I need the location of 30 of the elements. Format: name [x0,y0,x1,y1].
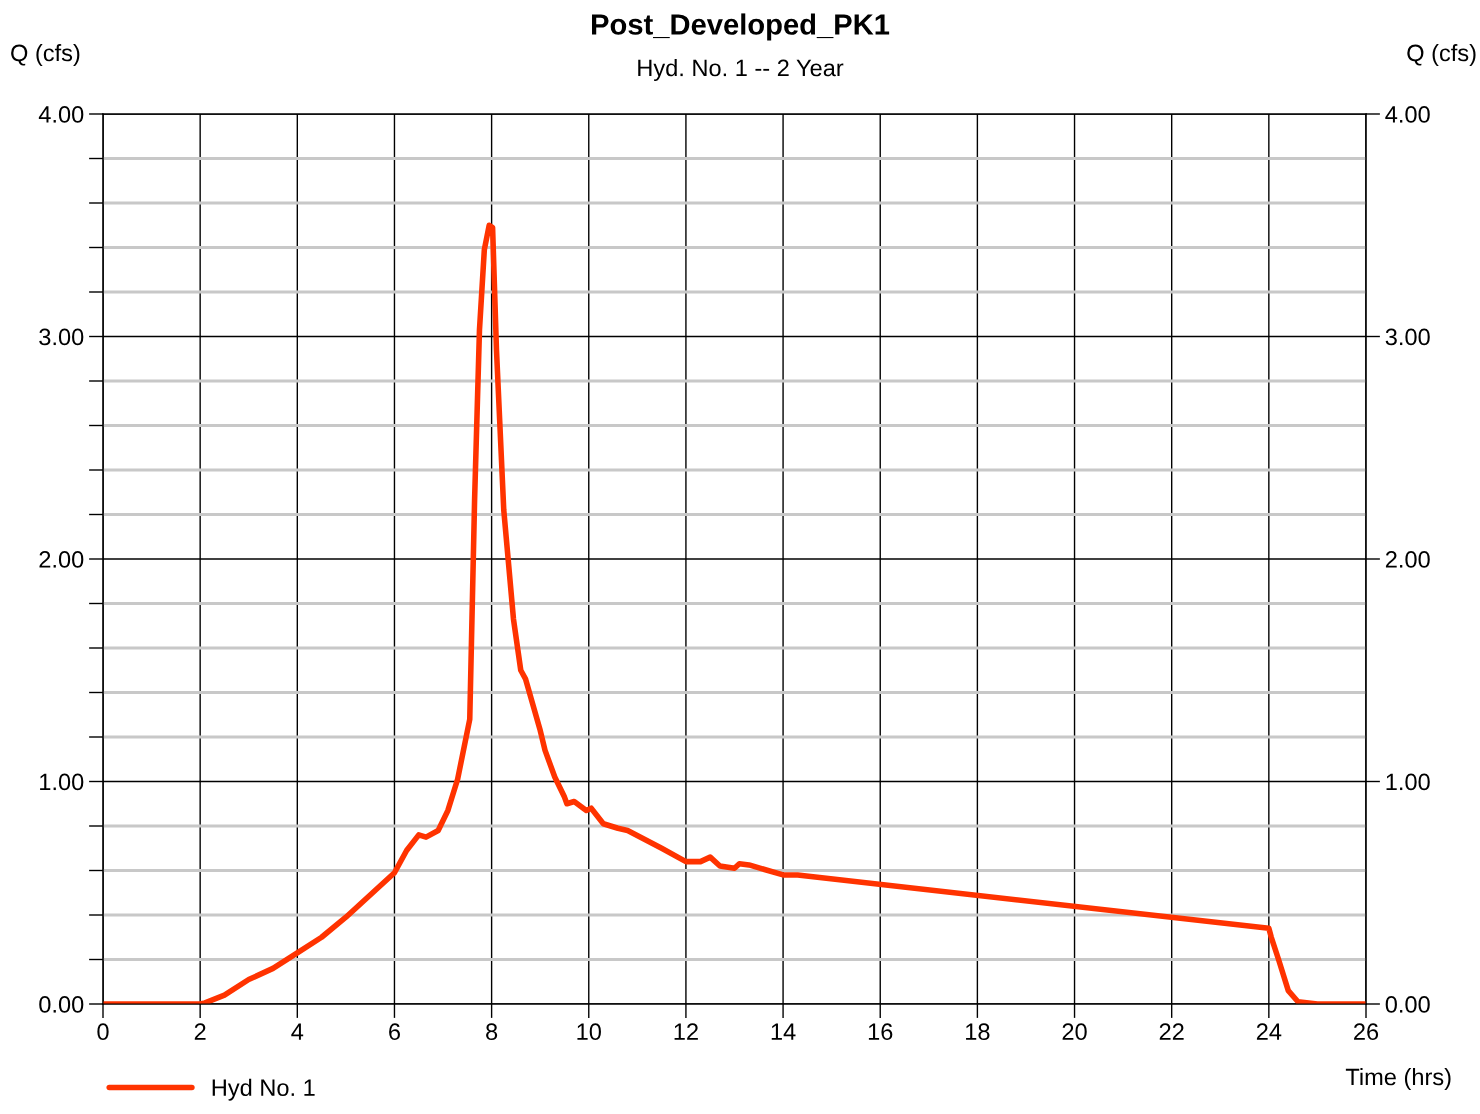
y2-tick-label: 1.00 [1386,773,1430,791]
x-tick-label: 20 [1062,1023,1087,1041]
x-tick-label: 14 [771,1023,796,1040]
y-tick-label: 0.00 [39,996,84,1013]
x-tick-label: 10 [577,1023,601,1041]
x-tick-label: 6 [389,1023,400,1041]
y-tick-label: 3.00 [39,328,84,346]
y-axis-title: Q (cfs) [11,44,80,66]
chart-subtitle: Hyd. No. 1 -- 2 Year [638,59,844,81]
y2-tick-label: 0.00 [1385,996,1430,1013]
x-tick-label: 8 [486,1023,498,1041]
x-tick-label: 16 [868,1023,893,1041]
x-tick-label: 24 [1256,1023,1282,1040]
legend-label: Hyd No. 1 [212,1078,315,1101]
y-tick-label: 4.00 [38,106,84,123]
y2-axis-title: Q (cfs) [1407,44,1476,66]
x-tick-label: 2 [194,1023,206,1040]
y2-tick-label: 3.00 [1385,328,1430,346]
x-axis-title: Time (hrs) [1345,1067,1451,1090]
chart-title: Post_Developed_PK1 [592,13,890,41]
x-tick-label: 0 [97,1023,109,1041]
y-tick-label: 2.00 [39,551,84,568]
x-tick-label: 22 [1159,1023,1184,1040]
x-tick-label: 26 [1354,1023,1379,1041]
x-tick-label: 4 [291,1023,304,1040]
x-tick-label: 12 [674,1023,698,1040]
y-tick-label: 1.00 [40,773,84,791]
y2-tick-label: 4.00 [1385,106,1430,123]
x-tick-label: 18 [966,1023,990,1041]
y2-tick-label: 2.00 [1385,551,1430,568]
